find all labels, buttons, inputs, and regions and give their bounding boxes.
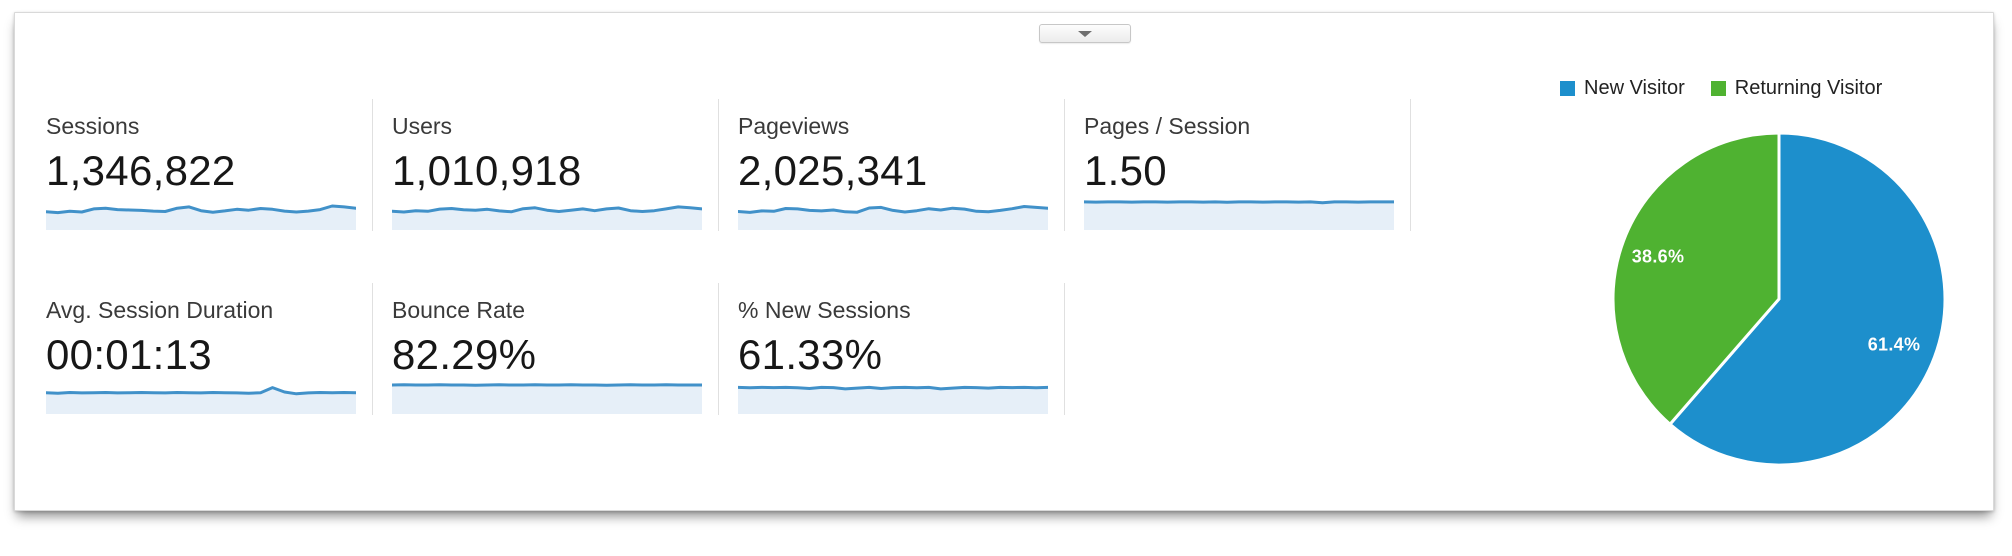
legend-label: Returning Visitor xyxy=(1734,77,1883,99)
metric-card-pageviews[interactable]: Pageviews 2,025,341 xyxy=(719,99,1065,231)
metric-value: 1.50 xyxy=(1084,147,1167,194)
metric-value: 1,010,918 xyxy=(392,147,582,194)
pie-chart-svg xyxy=(1611,131,1947,467)
overview-panel: Sessions 1,346,822 Users 1,010,918 Pagev… xyxy=(14,12,1994,511)
legend-label: New Visitor xyxy=(1584,77,1685,99)
pages-per-session-sparkline xyxy=(1084,200,1394,230)
pie-legend: New Visitor Returning Visitor xyxy=(1560,77,1882,100)
users-sparkline xyxy=(392,205,702,230)
metric-value: 1,346,822 xyxy=(46,147,236,194)
avg-session-duration-sparkline xyxy=(46,386,356,414)
chevron-down-icon xyxy=(1078,30,1092,37)
metrics-row-top: Sessions 1,346,822 Users 1,010,918 Pagev… xyxy=(27,99,1411,231)
sessions-sparkline xyxy=(46,204,356,230)
visitor-pie-chart: 38.6% 61.4% xyxy=(1599,119,1959,479)
collapse-panel-button[interactable] xyxy=(1039,24,1131,43)
metric-label: Avg. Session Duration xyxy=(46,297,274,323)
metric-label: Pageviews xyxy=(738,113,850,139)
pie-slice-returning-visitor[interactable] xyxy=(1611,131,1781,426)
new-visitor-swatch-icon xyxy=(1560,81,1575,96)
metrics-row-bottom: Avg. Session Duration 00:01:13 Bounce Ra… xyxy=(27,283,1065,415)
pie-slice-new-visitor[interactable] xyxy=(1668,131,1947,467)
metric-label: Pages / Session xyxy=(1084,113,1251,139)
metric-label: Bounce Rate xyxy=(392,297,525,323)
metric-label: Sessions xyxy=(46,113,140,139)
metric-value: 00:01:13 xyxy=(46,331,212,378)
metric-label: % New Sessions xyxy=(738,297,911,323)
returning-visitor-swatch-icon xyxy=(1710,81,1726,96)
metric-card-sessions[interactable]: Sessions 1,346,822 xyxy=(27,99,373,231)
legend-item-new-visitor: New Visitor xyxy=(1560,77,1685,100)
metric-value: 2,025,341 xyxy=(738,147,928,194)
percent-new-sessions-sparkline xyxy=(738,385,1048,414)
metric-card-pages-per-session[interactable]: Pages / Session 1.50 xyxy=(1065,99,1411,231)
metric-label: Users xyxy=(392,113,453,139)
metric-card-avg-session-duration[interactable]: Avg. Session Duration 00:01:13 xyxy=(27,283,373,415)
bounce-rate-sparkline xyxy=(392,383,702,414)
metric-card-users[interactable]: Users 1,010,918 xyxy=(373,99,719,231)
metric-card-bounce-rate[interactable]: Bounce Rate 82.29% xyxy=(373,283,719,415)
metric-card-percent-new-sessions[interactable]: % New Sessions 61.33% xyxy=(719,283,1065,415)
metric-value: 82.29% xyxy=(392,331,537,378)
pageviews-sparkline xyxy=(738,205,1048,230)
metric-value: 61.33% xyxy=(738,331,883,378)
legend-item-returning-visitor: Returning Visitor xyxy=(1710,77,1883,100)
